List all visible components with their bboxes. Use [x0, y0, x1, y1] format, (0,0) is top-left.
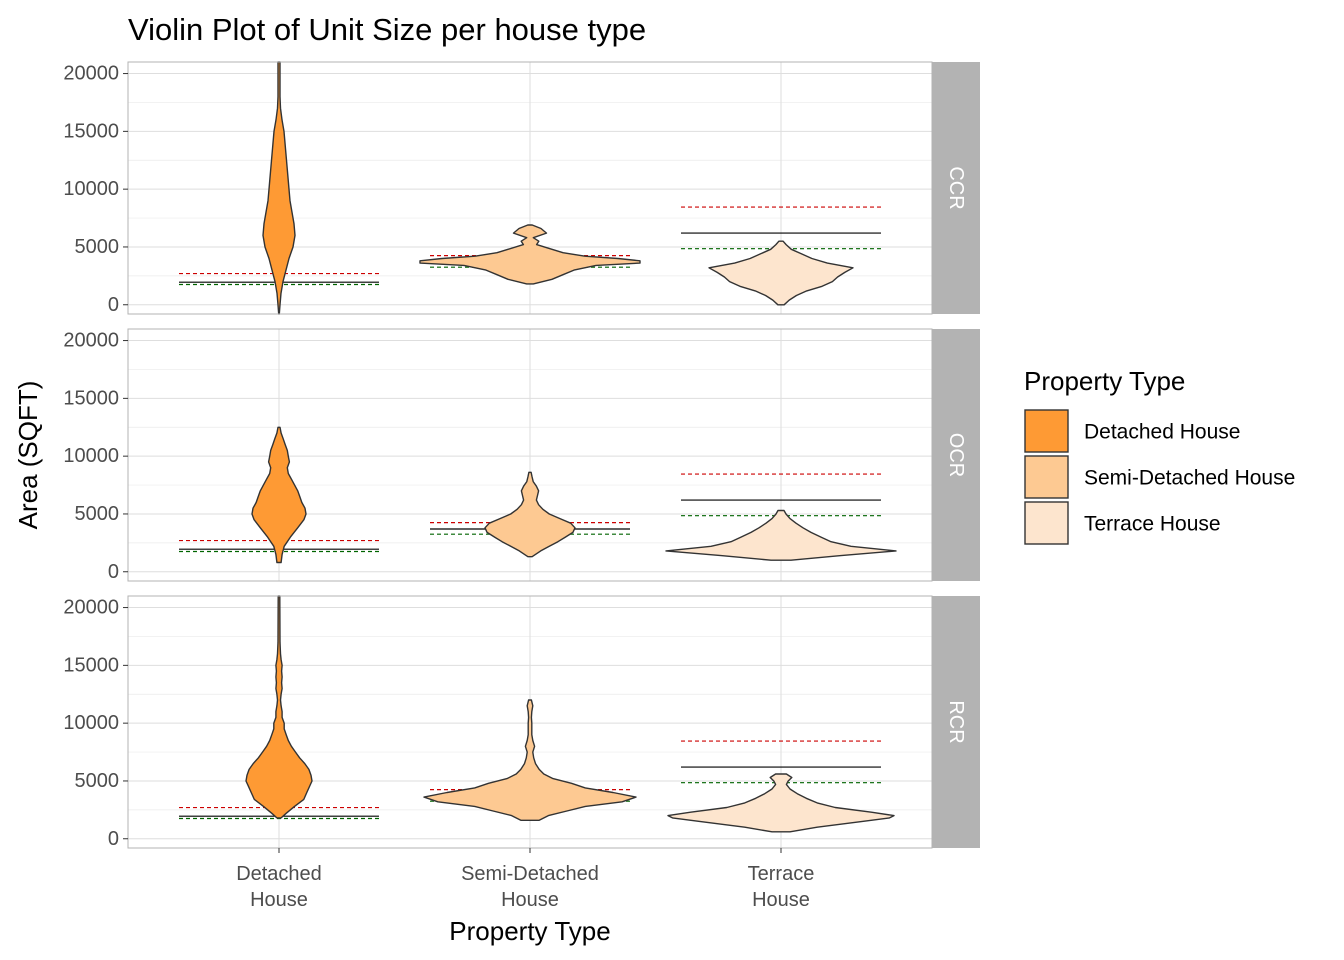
legend-label-semi-detached-house: Semi-Detached House — [1084, 467, 1295, 490]
legend-label-terrace-house: Terrace House — [1084, 513, 1221, 536]
facet-strip — [932, 596, 980, 848]
violin-rcr-semi-detached-house — [423, 699, 637, 821]
violin-ocr-terrace-house — [665, 509, 897, 561]
panel-rcr: RCR 0 5000 10000 15000 20000 — [63, 595, 980, 850]
y-tick-label: 5000 — [75, 770, 120, 792]
y-tick-label: 20000 — [63, 330, 119, 352]
y-tick-label: 10000 — [63, 445, 119, 467]
y-tick-label: 20000 — [63, 63, 119, 85]
facet-strip-label: RCR — [945, 700, 967, 743]
violin-ocr-semi-detached-house — [484, 471, 576, 558]
x-tick-label-terrace-house: Terrace House — [748, 863, 815, 911]
violin-ocr-detached-house — [251, 426, 307, 564]
chart-title: Violin Plot of Unit Size per house type — [128, 12, 646, 47]
facet-panels: CCR 0 5000 10000 15000 20000 OCR 0 5000 10000 1500… — [63, 61, 980, 850]
x-tick-labels: Detached House Semi-Detached House Terrace Ho… — [236, 848, 814, 911]
legend-key-detached-house — [1024, 409, 1069, 453]
legend-title: Property Type — [1024, 366, 1185, 396]
violin-rcr-terrace-house — [667, 773, 895, 833]
y-tick-label: 0 — [108, 294, 119, 316]
x-tick-label-semi-detached-house: Semi-Detached House — [461, 863, 599, 911]
facet-strip-label: OCR — [945, 433, 967, 477]
y-tick-label: 5000 — [75, 503, 120, 525]
facet-strip — [932, 329, 980, 581]
y-tick-label: 15000 — [63, 654, 119, 676]
y-tick-label: 0 — [108, 561, 119, 583]
y-tick-label: 5000 — [75, 236, 120, 258]
y-tick-label: 10000 — [63, 712, 119, 734]
y-tick-label: 20000 — [63, 597, 119, 619]
legend-key-semi-detached-house — [1024, 455, 1069, 499]
panel-ocr: OCR 0 5000 10000 15000 20000 — [63, 328, 980, 583]
y-tick-label: 10000 — [63, 178, 119, 200]
x-axis-title: Property Type — [449, 916, 610, 946]
y-tick-label: 0 — [108, 828, 119, 850]
facet-strip-label: CCR — [945, 166, 967, 209]
legend: Property Type Detached House Semi-Detache… — [1024, 366, 1295, 545]
facet-strip — [932, 62, 980, 314]
x-tick-label-detached-house: Detached House — [236, 863, 322, 911]
y-axis-title: Area (SQFT) — [13, 381, 43, 530]
legend-key-terrace-house — [1024, 501, 1069, 545]
violin-ccr-terrace-house — [708, 240, 854, 306]
y-tick-label: 15000 — [63, 120, 119, 142]
violin-ccr-semi-detached-house — [419, 224, 641, 285]
y-tick-label: 15000 — [63, 387, 119, 409]
panel-ccr: CCR 0 5000 10000 15000 20000 — [63, 61, 980, 316]
legend-label-detached-house: Detached House — [1084, 421, 1240, 444]
